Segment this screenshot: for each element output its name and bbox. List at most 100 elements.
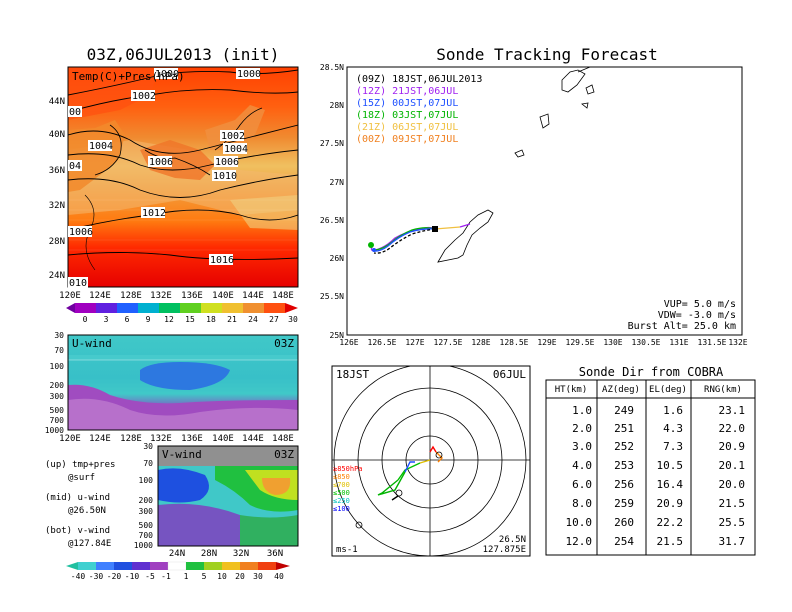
v-y-label: 300 bbox=[139, 507, 154, 516]
track-lon-label: 126E bbox=[339, 338, 358, 347]
isobar-label: 1012 bbox=[142, 208, 166, 219]
wind-tick: 20 bbox=[235, 572, 245, 581]
table-cell: 21.5 bbox=[657, 535, 684, 548]
okinawa-island bbox=[437, 209, 494, 263]
track-lon-label: 126.5E bbox=[368, 338, 397, 347]
wind-colorbar: -40 -30 -20 -10 -5 -1 1 5 10 20 30 40 bbox=[66, 561, 290, 581]
polar-lon: 127.875E bbox=[483, 545, 526, 555]
lat-label: 28N bbox=[49, 237, 65, 247]
temperature-colorbar: 0 3 6 9 12 15 18 21 24 27 30 bbox=[66, 303, 298, 324]
level-label: ≤100 bbox=[333, 505, 350, 513]
table-row: 12.0 254 21.5 31.7 bbox=[566, 535, 746, 548]
u-x-label: 128E bbox=[120, 434, 142, 444]
table-cell: 20.9 bbox=[719, 440, 746, 453]
v-wind-panel: V-wind 03Z 30 70 100 200 300 500 700 100… bbox=[134, 442, 299, 559]
table-row: 4.0 253 10.5 20.1 bbox=[572, 459, 745, 472]
u-y-label: 700 bbox=[50, 416, 65, 425]
track-line-15z bbox=[372, 228, 436, 252]
v-x-label: 28N bbox=[201, 549, 217, 559]
u-y-label: 70 bbox=[54, 346, 64, 355]
table-cell: 10.0 bbox=[566, 516, 593, 529]
lon-label: 124E bbox=[89, 291, 111, 301]
track-lat-label: 28.5N bbox=[320, 63, 344, 72]
v-y-label: 700 bbox=[139, 531, 154, 540]
wind-tick: -20 bbox=[107, 572, 122, 581]
colorbar-tick: 30 bbox=[288, 315, 298, 324]
wind-tick: -10 bbox=[125, 572, 140, 581]
map-frame bbox=[67, 66, 299, 288]
table-cell: 23.1 bbox=[719, 404, 746, 417]
table-cell: 10.5 bbox=[657, 459, 684, 472]
lon-label: 120E bbox=[59, 291, 81, 301]
table-cell: 25.5 bbox=[719, 516, 746, 529]
table-row: 2.0 251 4.3 22.0 bbox=[572, 422, 745, 435]
track-lon-label: 129E bbox=[537, 338, 556, 347]
legend-line: @26.50N bbox=[68, 506, 106, 516]
u-wind-jet-core bbox=[140, 362, 230, 390]
table-row: 8.0 259 20.9 21.5 bbox=[572, 497, 745, 510]
table-row: 6.0 256 16.4 20.0 bbox=[572, 478, 745, 491]
table-cell: 12.0 bbox=[566, 535, 593, 548]
track-legend-entry: (18Z) 03JST,07JUL bbox=[356, 110, 458, 121]
isobar-label: 1000 bbox=[155, 69, 179, 80]
track-lon-labels: 126E 126.5E 127E 127.5E 128E 128.5E 129E… bbox=[339, 338, 747, 347]
lon-label: 144E bbox=[242, 291, 264, 301]
u-x-label: 144E bbox=[242, 434, 264, 444]
wind-tick: 40 bbox=[274, 572, 284, 581]
u-x-label: 148E bbox=[272, 434, 294, 444]
u-y-label: 300 bbox=[50, 392, 65, 401]
track-lon-label: 132E bbox=[728, 338, 747, 347]
table-cell: 20.1 bbox=[719, 459, 746, 472]
table-cell: 22.0 bbox=[719, 422, 746, 435]
lon-label: 128E bbox=[120, 291, 142, 301]
sonde-table-body: 1.0 249 1.6 23.1 2.0 251 4.3 22.0 3.0 25… bbox=[566, 404, 746, 548]
table-cell: 8.0 bbox=[572, 497, 592, 510]
left-title: 03Z,06JUL2013 (init) bbox=[87, 45, 280, 64]
u-x-label: 132E bbox=[150, 434, 172, 444]
isobar-label: 1010 bbox=[213, 171, 237, 182]
table-cell: 20.0 bbox=[719, 478, 746, 491]
v-x-label: 24N bbox=[169, 549, 185, 559]
track-lon-label: 128.5E bbox=[500, 338, 529, 347]
v-y-label: 500 bbox=[139, 521, 154, 530]
track-lat-label: 28N bbox=[330, 101, 345, 110]
right-title: Sonde Tracking Forecast bbox=[436, 45, 658, 64]
table-header: AZ(deg) bbox=[602, 385, 640, 395]
track-lat-label: 27N bbox=[330, 178, 345, 187]
track-lon-label: 131.5E bbox=[698, 338, 727, 347]
u-y-label: 100 bbox=[50, 362, 65, 371]
table-cell: 1.0 bbox=[572, 404, 592, 417]
colorbar-tick: 0 bbox=[83, 315, 88, 324]
wind-tick: 1 bbox=[184, 572, 189, 581]
table-cell: 31.7 bbox=[719, 535, 746, 548]
balloon-marker bbox=[395, 489, 403, 497]
table-cell: 260 bbox=[614, 516, 634, 529]
wind-tick: 5 bbox=[202, 572, 207, 581]
wind-tick: -1 bbox=[161, 572, 171, 581]
track-lon-label: 127.5E bbox=[434, 338, 463, 347]
colorbar-tick: 12 bbox=[164, 315, 174, 324]
v-y-label: 1000 bbox=[134, 541, 153, 550]
isobar-label: 04 bbox=[69, 161, 81, 172]
table-cell: 259 bbox=[614, 497, 634, 510]
balloon-marker bbox=[355, 521, 363, 529]
track-lon-label: 130E bbox=[603, 338, 622, 347]
wind-tick: -5 bbox=[145, 572, 155, 581]
u-y-label: 500 bbox=[50, 406, 65, 415]
table-header: RNG(km) bbox=[704, 385, 742, 395]
track-legend-entry: (15Z) 00JST,07JUL bbox=[356, 98, 458, 109]
legend-line: (mid) u-wind bbox=[45, 493, 110, 503]
track-lat-label: 26N bbox=[330, 254, 345, 263]
table-cell: 16.4 bbox=[657, 478, 684, 491]
isobar-label: 1004 bbox=[224, 144, 248, 155]
table-cell: 256 bbox=[614, 478, 634, 491]
polar-date: 06JUL bbox=[493, 368, 526, 381]
track-lat-label: 26.5N bbox=[320, 216, 344, 225]
isobar-label: 010 bbox=[69, 278, 87, 289]
track-legend-entry: (09Z) 18JST,06JUL2013 bbox=[356, 74, 482, 85]
level-label: ≤850 bbox=[333, 473, 350, 481]
hodograph bbox=[377, 445, 443, 501]
v-y-label: 70 bbox=[143, 459, 153, 468]
lon-label: 136E bbox=[181, 291, 203, 301]
v-wind-time: 03Z bbox=[274, 448, 294, 461]
